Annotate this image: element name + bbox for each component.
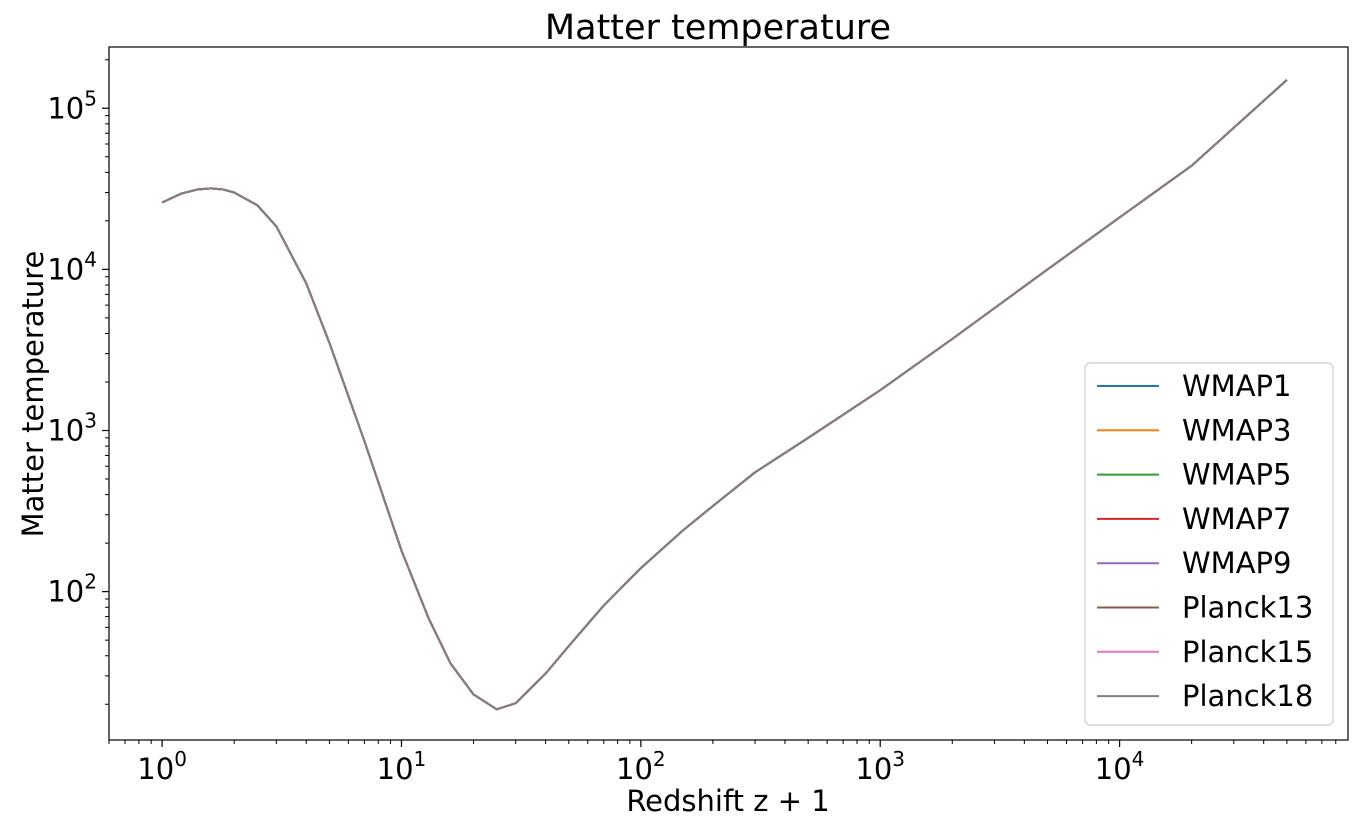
chart-title: Matter temperature: [545, 8, 891, 48]
x-axis-label: Redshift z + 1: [626, 784, 829, 818]
y-tick-label: 105: [47, 86, 97, 125]
plot-frame: [108, 46, 1349, 741]
series-line-planck18: [161, 79, 1288, 711]
legend: WMAP1 WMAP3 WMAP5 WMAP7 WMAP9 Planck13 Planck1…: [1084, 362, 1334, 726]
x-tick-label: 101: [377, 747, 427, 786]
x-tick-label: 104: [1095, 747, 1145, 786]
x-tick-label: 100: [137, 747, 187, 786]
legend-label: WMAP7: [1182, 502, 1291, 536]
y-axis: 102 103 104 105: [47, 59, 109, 705]
series-group: [161, 79, 1288, 711]
legend-label: WMAP3: [1182, 413, 1291, 447]
legend-label: Planck15: [1182, 635, 1313, 669]
legend-label: WMAP9: [1182, 546, 1291, 580]
y-tick-label: 103: [47, 409, 97, 448]
x-axis: 100 101 102 103 104: [108, 740, 1337, 786]
legend-label: WMAP1: [1182, 369, 1291, 403]
y-tick-label: 102: [47, 570, 97, 609]
x-tick-label: 102: [616, 747, 666, 786]
y-tick-label: 104: [47, 247, 97, 286]
legend-frame: [1084, 362, 1334, 726]
y-axis-label: Matter temperature: [16, 251, 50, 538]
legend-label: Planck13: [1182, 591, 1313, 625]
legend-label: Planck18: [1182, 679, 1313, 713]
legend-label: WMAP5: [1182, 458, 1291, 492]
x-tick-label: 103: [855, 747, 905, 786]
